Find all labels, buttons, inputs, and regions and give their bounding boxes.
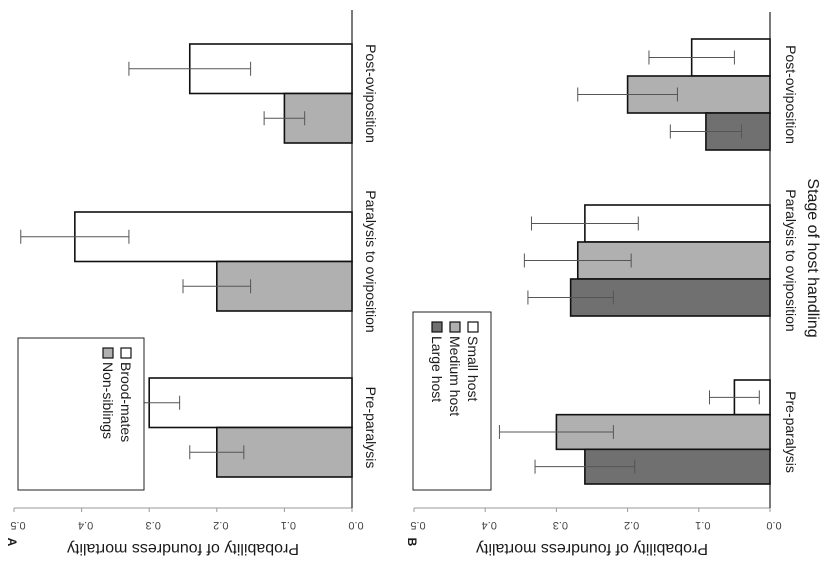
legend-swatch bbox=[467, 321, 479, 333]
legend-label: Small host bbox=[465, 336, 481, 401]
value-tick-label: 0.0 bbox=[348, 519, 363, 531]
value-tick-label: 0.1 bbox=[281, 519, 296, 531]
category-label: Paralysis to oviposition bbox=[363, 190, 379, 332]
value-tick-label: 0.5 bbox=[10, 519, 25, 531]
value-tick-label: 0.4 bbox=[482, 519, 497, 531]
category-label: Pre-paralysis bbox=[363, 387, 379, 469]
panel-label: A bbox=[5, 538, 19, 547]
value-tick-label: 0.2 bbox=[213, 519, 228, 531]
category-axis-label: Stage of host handling bbox=[804, 178, 821, 337]
legend-box bbox=[17, 337, 145, 491]
value-tick-label: 0.2 bbox=[624, 519, 639, 531]
value-tick-label: 0.3 bbox=[553, 519, 568, 531]
panel-label: B bbox=[405, 538, 419, 547]
legend-swatch bbox=[449, 321, 461, 333]
legend-label: Medium host bbox=[447, 336, 463, 416]
panel-a: 0.0 0.1 0.2 0.3 0.4 0.5 Pre-paralysis Paralysis… bbox=[5, 10, 379, 557]
value-tick-label: 0.1 bbox=[695, 519, 710, 531]
category-label: Post-oviposition bbox=[363, 44, 379, 143]
value-tick-label: 0.0 bbox=[766, 519, 781, 531]
legend-box bbox=[412, 311, 492, 491]
category-label: Post-oviposition bbox=[783, 45, 799, 144]
value-axis-label: Probability of foundress mortality bbox=[67, 540, 299, 557]
legend-label: Non-siblings bbox=[100, 362, 116, 439]
legend-swatch bbox=[102, 347, 114, 359]
panel-b: 0.0 0.1 0.2 0.3 0.4 0.5 Pre-paralysis Paralysis… bbox=[405, 12, 821, 557]
value-axis-label: Probability of foundress mortality bbox=[476, 540, 708, 557]
category-label: Paralysis to oviposition bbox=[783, 189, 799, 331]
legend-swatch bbox=[120, 347, 132, 359]
legend-label: Brood-mates bbox=[118, 362, 134, 442]
value-tick-label: 0.3 bbox=[146, 519, 161, 531]
category-label: Pre-paralysis bbox=[783, 391, 799, 473]
value-tick-label: 0.4 bbox=[78, 519, 93, 531]
legend-label: Large host bbox=[429, 336, 445, 402]
value-tick-label: 0.5 bbox=[410, 519, 425, 531]
legend-swatch bbox=[431, 321, 443, 333]
